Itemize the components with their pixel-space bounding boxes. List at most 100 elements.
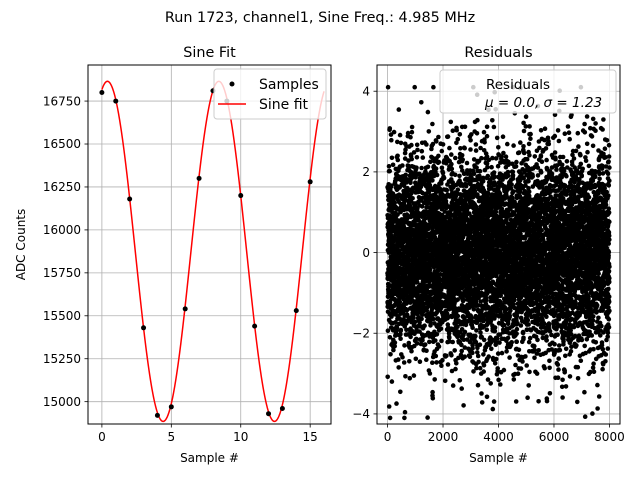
residual-point [490,118,495,123]
residual-point [428,159,433,165]
sine-fit-ytick-label: 15750 [43,266,81,280]
residual-point [449,152,454,157]
residual-point [388,132,394,137]
residual-point [439,338,444,344]
residuals-ytick-label: −4 [352,407,370,421]
residual-point [420,338,425,343]
residual-point [505,141,510,147]
residual-point [475,382,481,388]
residual-point [467,354,473,360]
residual-point [518,366,524,371]
residual-point [430,396,436,401]
residual-point [476,359,481,365]
sine-fit-ytick-label: 16750 [43,94,81,108]
residual-point [462,345,468,350]
sample-point [182,306,188,312]
residual-point [415,147,420,153]
residual-point [489,346,494,352]
residual-point [401,360,407,365]
residual-point [430,141,436,147]
residual-point [506,162,511,167]
residual-point [398,140,404,146]
residual-point [454,361,459,366]
residual-point [389,155,395,161]
residual-point [455,297,461,302]
residual-point [434,332,440,337]
residual-point [478,330,483,335]
residual-point [424,142,429,147]
residual-point [390,162,396,168]
residual-point [432,377,438,382]
sine-fit-ticks: 0 5 10 151500015250155001575016000162501650… [43,94,318,444]
residual-point [425,164,431,170]
residual-point [387,168,393,174]
residual-point [425,415,430,420]
residual-point [440,170,446,176]
residual-point [501,150,506,156]
residual-point [402,156,408,161]
residual-point [397,132,403,138]
residual-point [387,335,393,340]
residual-point [411,373,417,378]
sine-fit-axes-frame [87,64,332,425]
residual-point [492,325,498,330]
residual-point [391,347,396,353]
residual-point [402,343,407,348]
residual-point [473,333,478,339]
residual-point [481,363,487,368]
sine-fit-line [101,80,325,423]
residual-point [439,148,445,154]
residual-point [417,320,422,325]
residual-point [500,134,506,139]
residual-point [409,348,414,354]
residual-point [484,394,490,400]
residual-point [440,357,445,363]
residual-point [458,352,464,358]
residual-point [480,178,486,184]
residual-point [444,188,450,193]
residual-point [396,107,402,112]
residual-point [484,297,489,302]
residual-point [518,323,524,328]
residual-point [387,126,393,131]
residual-point [403,172,409,178]
residual-point [394,401,399,406]
residual-point [396,357,401,362]
residual-point [450,339,456,345]
residuals-ytick-label: 2 [362,165,370,179]
residual-point [491,399,497,404]
residuals-ytick-label: −2 [352,326,370,340]
residual-point [428,319,433,325]
residual-point [409,142,414,148]
residual-point [457,378,463,383]
residual-point [434,360,439,365]
sample-point [307,179,313,185]
residual-point [479,391,484,396]
residual-point [411,315,416,321]
residual-point [511,189,516,194]
residual-point [449,166,455,172]
residual-point [407,359,412,364]
residual-point [496,377,501,383]
residual-point [444,311,450,317]
sine-fit-legend: Samples Sine fit [213,68,327,120]
residual-point [499,350,505,356]
residual-point [513,164,519,169]
residual-point [439,181,444,186]
residual-point [400,354,405,360]
residual-point [408,134,413,140]
residual-point [486,354,492,359]
residual-point [436,344,442,349]
residual-point [462,329,468,335]
residual-point [518,140,523,145]
sample-points [99,88,313,418]
residual-point [444,353,449,359]
residual-point [389,379,395,384]
residual-point [409,124,415,130]
residual-point [427,267,433,272]
sine-fit-ytick-label: 16500 [43,137,81,151]
residual-point [457,173,462,179]
residual-point [431,316,436,322]
residual-point [473,148,479,153]
